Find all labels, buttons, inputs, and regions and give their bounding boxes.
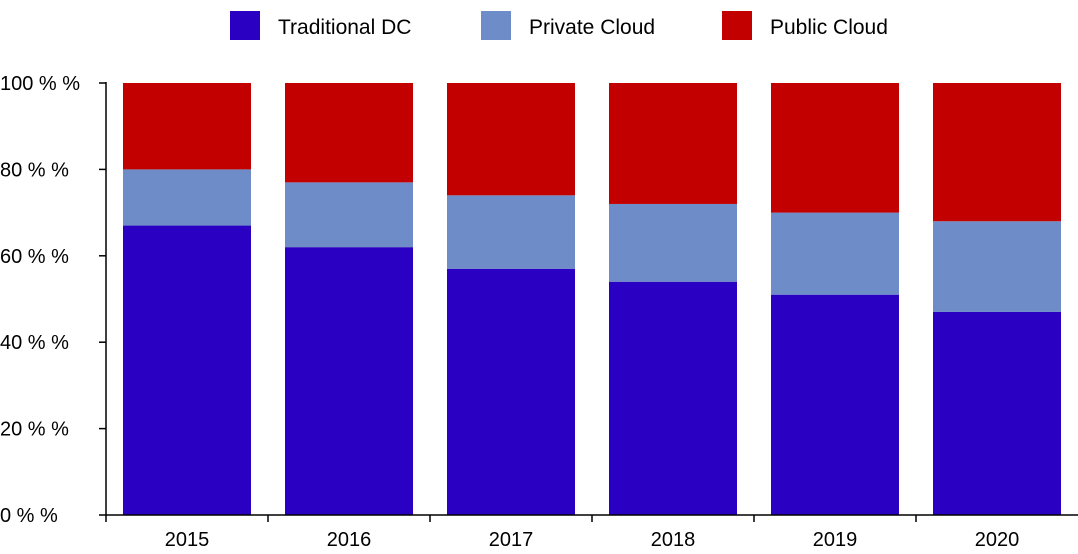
- bar-2020-traditional-dc: [933, 311, 1061, 515]
- bar-2019-private-cloud: [771, 212, 899, 295]
- y-tick-label: 40 % %: [0, 332, 69, 354]
- legend: Traditional DC Private Cloud Public Cloud: [230, 11, 888, 40]
- legend-swatch-public-cloud: [722, 11, 752, 40]
- bar-2020-private-cloud: [933, 221, 1061, 312]
- bar-2017-private-cloud: [447, 195, 575, 269]
- bar-2016-public-cloud: [285, 83, 413, 183]
- legend-label-public-cloud: Public Cloud: [770, 16, 888, 39]
- bar-2019-traditional-dc: [771, 294, 899, 515]
- x-tick-label: 2015: [165, 529, 210, 551]
- bar-2016-traditional-dc: [285, 247, 413, 515]
- bar-2018-private-cloud: [609, 203, 737, 282]
- axes: 0 % % 20 % % 40 % % 60 % % 80 % % 100 % % 2015…: [0, 73, 1078, 551]
- bar-2018-public-cloud: [609, 83, 737, 204]
- bar-2016-private-cloud: [285, 182, 413, 248]
- y-tick-label: 80 % %: [0, 159, 69, 181]
- bar-2017-public-cloud: [447, 83, 575, 196]
- bar-2019-public-cloud: [771, 83, 899, 213]
- x-tick-label: 2017: [489, 529, 534, 551]
- bar-2015-traditional-dc: [123, 225, 251, 515]
- x-tick-label: 2020: [975, 529, 1020, 551]
- y-tick-label: 60 % %: [0, 246, 69, 268]
- legend-swatch-private-cloud: [481, 11, 511, 40]
- bar-2015-private-cloud: [123, 169, 251, 226]
- x-tick-label: 2018: [651, 529, 696, 551]
- legend-swatch-traditional-dc: [230, 11, 260, 40]
- bar-2015-public-cloud: [123, 83, 251, 170]
- y-tick-label: 20 % %: [0, 419, 69, 441]
- y-tick-label: 0 % %: [0, 505, 58, 527]
- bar-2018-traditional-dc: [609, 281, 737, 515]
- legend-label-private-cloud: Private Cloud: [529, 16, 655, 39]
- x-tick-label: 2019: [813, 529, 858, 551]
- plot-area: [123, 83, 1061, 515]
- y-tick-label: 100 % %: [0, 73, 80, 95]
- bar-2020-public-cloud: [933, 83, 1061, 222]
- x-tick-label: 2016: [327, 529, 372, 551]
- legend-label-traditional-dc: Traditional DC: [278, 16, 411, 39]
- bar-2017-traditional-dc: [447, 268, 575, 515]
